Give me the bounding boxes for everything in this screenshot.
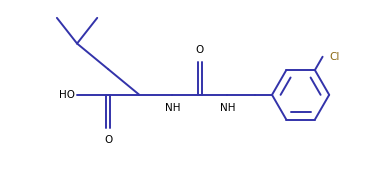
Text: O: O (196, 44, 204, 54)
Text: O: O (104, 135, 112, 145)
Text: Cl: Cl (329, 52, 340, 62)
Text: NH: NH (165, 103, 180, 113)
Text: NH: NH (220, 103, 235, 113)
Text: HO: HO (59, 90, 75, 100)
